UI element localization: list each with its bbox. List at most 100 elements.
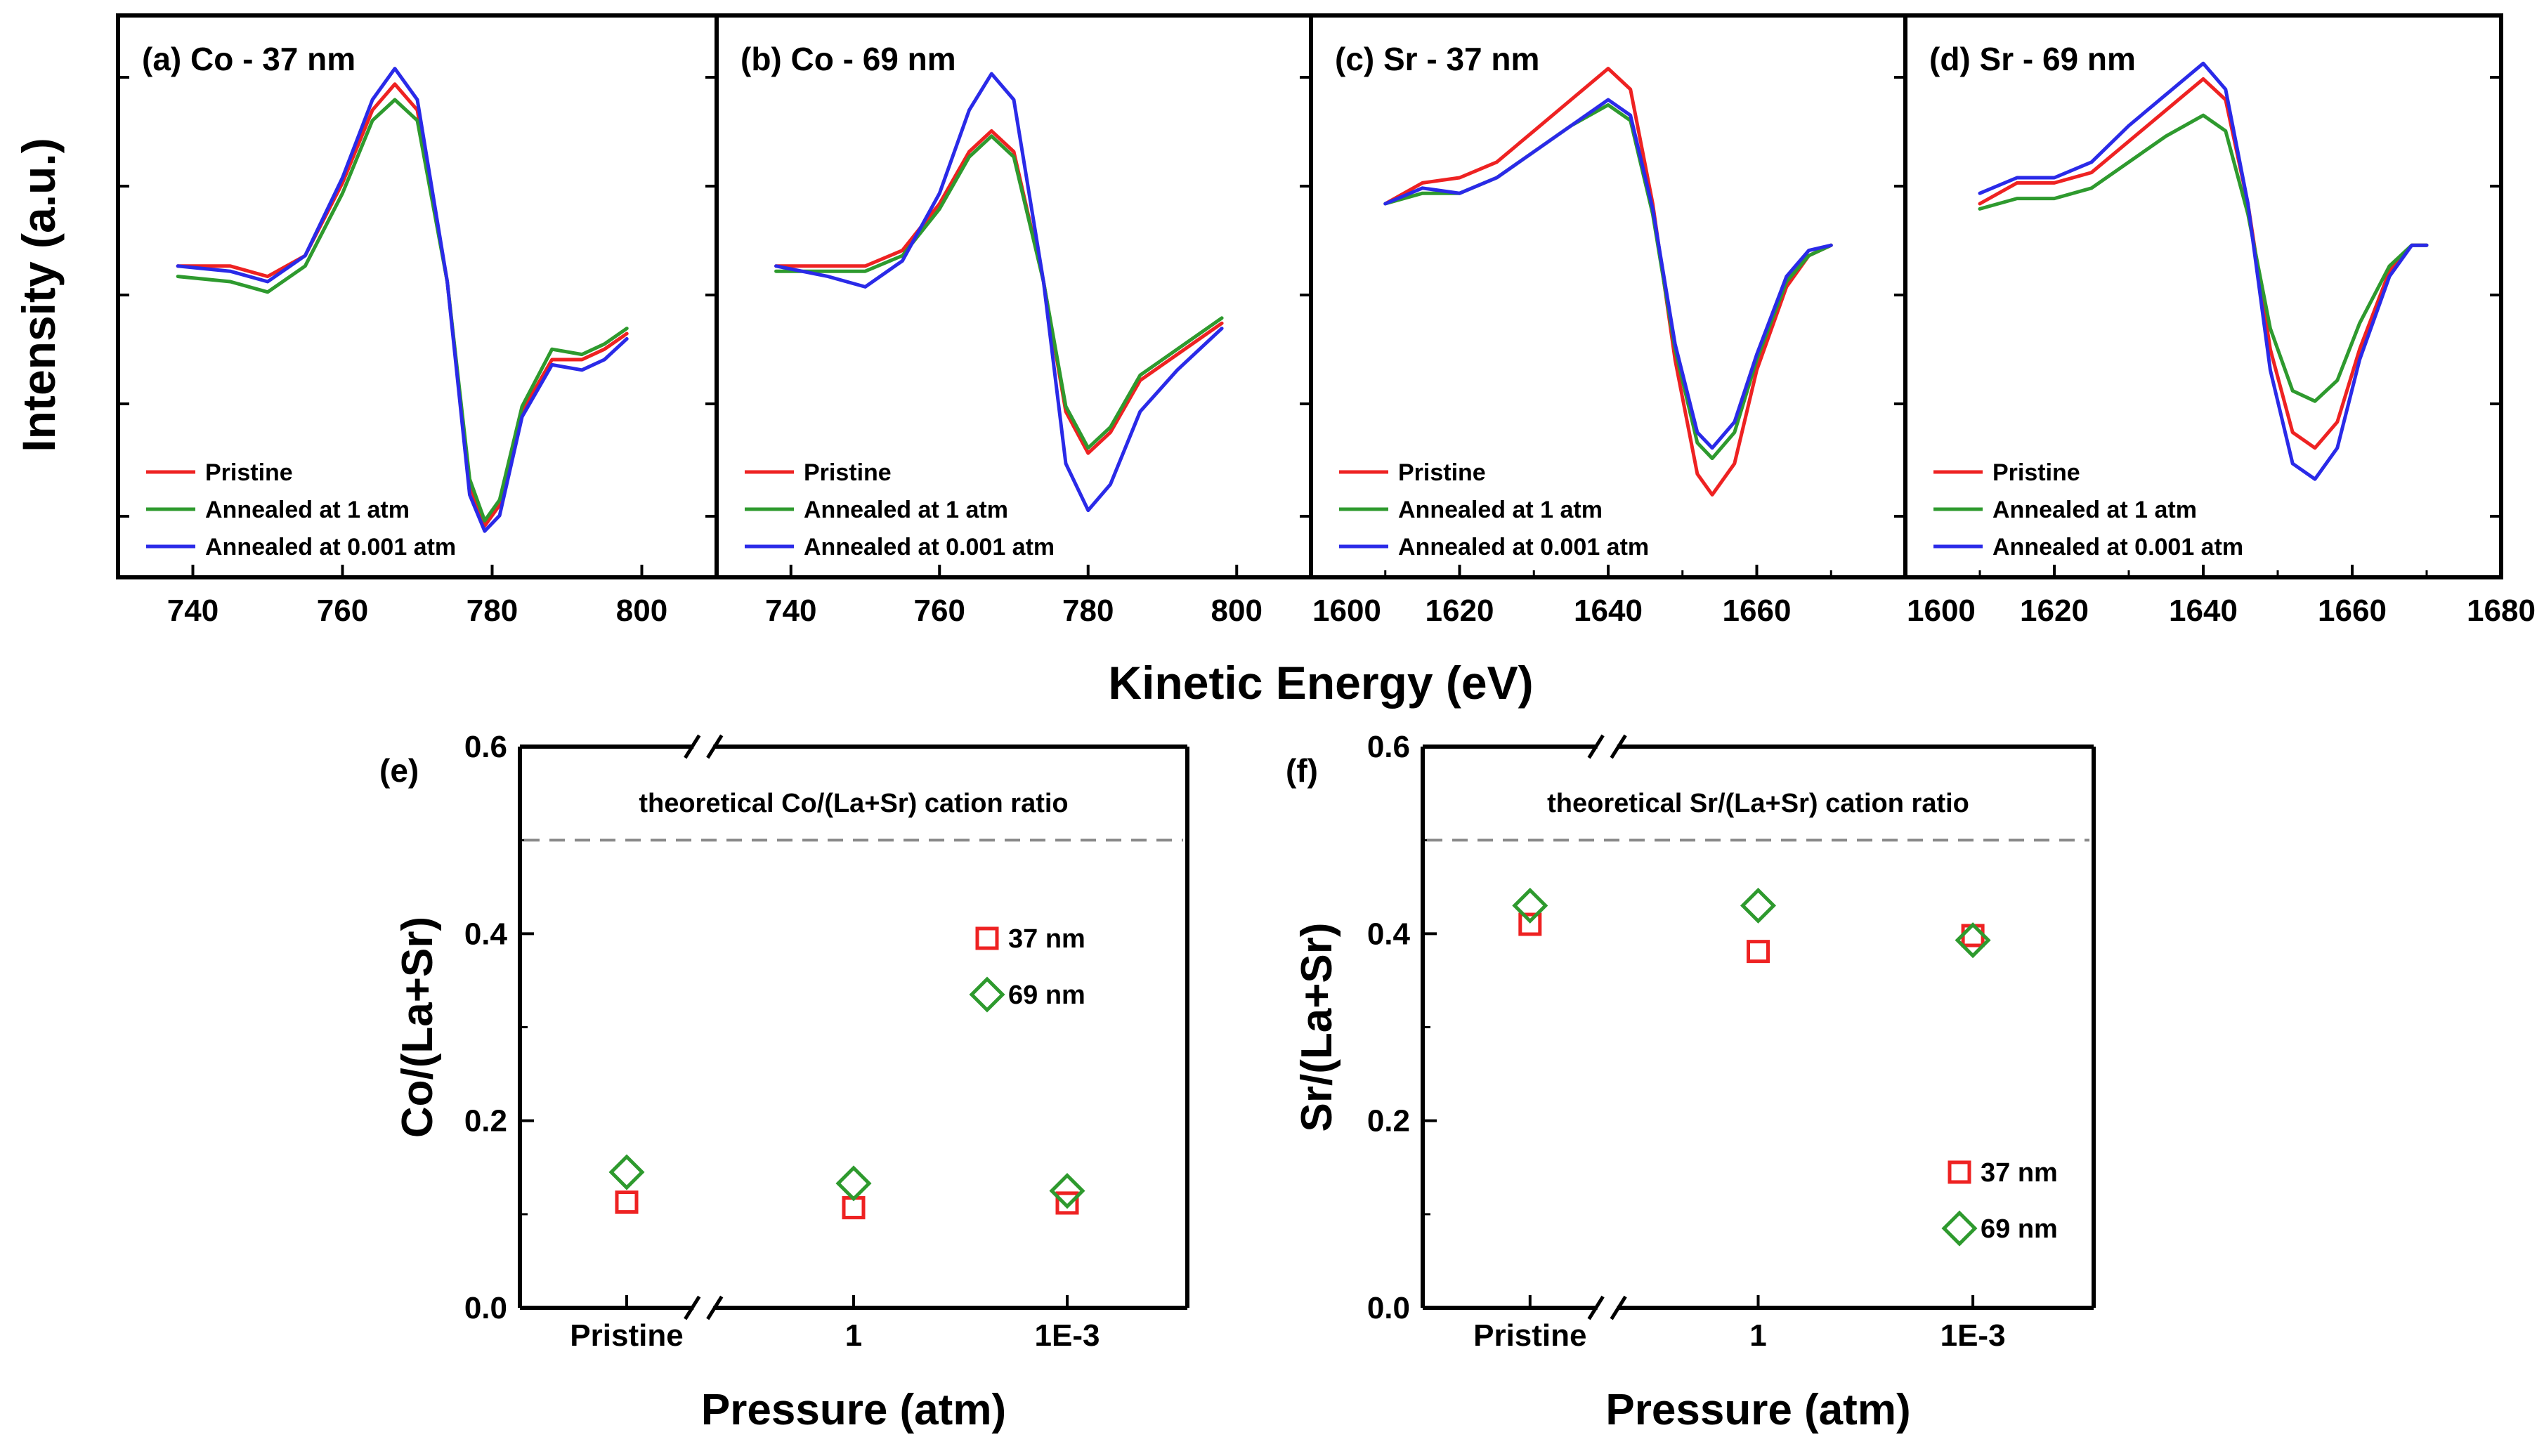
y-tick-label: 0.2 <box>1367 1104 1410 1139</box>
axis-break-mark <box>706 734 724 759</box>
legend-label: Annealed at 1 atm <box>804 497 1008 523</box>
marker-37nm <box>615 1191 639 1214</box>
panel-title: (c) Sr - 37 nm <box>1335 41 1539 77</box>
legend-label: Annealed at 1 atm <box>1398 497 1603 523</box>
legend-label: Pristine <box>205 459 293 486</box>
series-line-annealed-at-0-001-atm <box>1978 61 2429 481</box>
series-line-pristine <box>1383 67 1833 497</box>
y-tick-label: 0.0 <box>464 1291 507 1325</box>
marker-69nm <box>1740 887 1777 924</box>
reference-label: theoretical Co/(La+Sr) cation ratio <box>639 789 1068 818</box>
spectrum-panel-a: 740 760 780 800 (a) Co - 37 nm Pristine Anneal… <box>118 41 717 628</box>
panel-title: (b) Co - 69 nm <box>741 41 956 77</box>
series-line-pristine <box>1978 77 2429 450</box>
legend-label: Annealed at 0.001 atm <box>804 534 1055 560</box>
x-tick-label: 1 <box>1749 1318 1766 1353</box>
legend-label: Pristine <box>1992 459 2080 486</box>
marker-37nm <box>1518 912 1542 936</box>
legend-label: Annealed at 0.001 atm <box>1398 534 1649 560</box>
x-tick-label: 1660 <box>1723 593 1792 628</box>
legend-label: Annealed at 1 atm <box>1992 497 2197 523</box>
series-line-pristine <box>774 129 1224 455</box>
y-tick-label: 0.6 <box>464 730 507 764</box>
legend-marker-37nm <box>1948 1160 1971 1184</box>
reference-label: theoretical Sr/(La+Sr) cation ratio <box>1547 789 1969 818</box>
ratio-chart-e: 0.0 0.2 0.4 0.6 Pristine 1 1E-3 theoretical Co/… <box>379 730 1189 1434</box>
x-tick-label: 1620 <box>1426 593 1494 628</box>
panel-label: (f) <box>1286 752 1318 789</box>
x-tick-label: Pristine <box>570 1318 683 1353</box>
marker-69nm <box>1512 887 1548 924</box>
marker-37nm <box>1961 924 1985 947</box>
x-tick-label: 1 <box>845 1318 862 1353</box>
legend-label: Annealed at 0.001 atm <box>1992 534 2243 560</box>
marker-69nm <box>1049 1173 1085 1209</box>
y-tick-label: 0.4 <box>1367 917 1411 951</box>
legend-label: Annealed at 1 atm <box>205 497 410 523</box>
spectra-row: 740 760 780 800 (a) Co - 37 nm Pristine Anneal… <box>116 13 2536 628</box>
series-line-annealed-at-0-001-atm <box>1383 98 1833 450</box>
marker-69nm <box>608 1154 645 1191</box>
spectrum-panel-d: 1600 1620 1640 1660 1680 (d) Sr - 69 nm Pristi… <box>1903 15 2536 628</box>
x-tick-label: 760 <box>914 593 965 628</box>
series-line-annealed-at-1-atm <box>1383 103 1833 461</box>
series-line-annealed-at-1-atm <box>774 134 1224 450</box>
marker-37nm <box>1747 940 1770 964</box>
legend-label: Annealed at 0.001 atm <box>205 534 456 560</box>
axis-break-mark <box>706 1295 724 1320</box>
axis-break-mark <box>1587 1295 1605 1320</box>
y-axis-title: Co/(La+Sr) <box>393 917 442 1138</box>
x-tick-label: 1E-3 <box>1035 1318 1100 1353</box>
legend-label: 37 nm <box>1981 1158 2058 1188</box>
panel-title: (d) Sr - 69 nm <box>1929 41 2136 77</box>
x-axis-title: Pressure (atm) <box>1605 1386 1910 1434</box>
y-axis-title: Sr/(La+Sr) <box>1293 922 1341 1132</box>
x-tick-label: 1640 <box>2169 593 2238 628</box>
x-tick-label: 760 <box>317 593 368 628</box>
x-tick-label: 740 <box>765 593 816 628</box>
x-tick-label: Pristine <box>1473 1318 1586 1353</box>
ratio-chart-f: 0.0 0.2 0.4 0.6 Pristine 1 1E-3 theoretical Sr/… <box>1286 730 2096 1434</box>
series-line-annealed-at-1-atm <box>176 98 629 523</box>
x-tick-label: 1620 <box>2020 593 2089 628</box>
legend-marker-69nm <box>1941 1210 1978 1247</box>
x-tick-label: 1600 <box>1907 593 1976 628</box>
y-tick-label: 0.0 <box>1367 1291 1410 1325</box>
axis-break-mark <box>1610 1295 1627 1320</box>
marker-69nm <box>835 1165 872 1202</box>
y-tick-label: 0.6 <box>1367 730 1410 764</box>
panel-label: (e) <box>379 752 419 789</box>
axis-break-mark <box>684 1295 701 1320</box>
shared-x-axis-title: Kinetic Energy (eV) <box>1108 657 1533 709</box>
shared-y-axis-title: Intensity (a.u.) <box>13 138 65 452</box>
legend-marker-37nm <box>975 926 999 950</box>
legend-label: 37 nm <box>1008 924 1085 954</box>
x-tick-label: 800 <box>1211 593 1263 628</box>
axis-break-mark <box>1610 734 1627 759</box>
legend-label: Pristine <box>804 459 892 486</box>
x-tick-label: 1680 <box>2467 593 2536 628</box>
series-line-annealed-at-0-001-atm <box>774 72 1224 513</box>
x-tick-label: 780 <box>1062 593 1114 628</box>
x-tick-label: 800 <box>616 593 667 628</box>
x-tick-label: 740 <box>167 593 218 628</box>
series-line-annealed-at-0-001-atm <box>176 67 629 533</box>
x-tick-label: 1E-3 <box>1940 1318 2006 1353</box>
x-axis-title: Pressure (atm) <box>701 1386 1006 1434</box>
ratio-charts: 0.0 0.2 0.4 0.6 Pristine 1 1E-3 theoretical Co/… <box>379 730 2096 1434</box>
legend-label: 69 nm <box>1981 1214 2058 1244</box>
panel-title: (a) Co - 37 nm <box>142 41 355 77</box>
legend-label: Pristine <box>1398 459 1486 486</box>
y-tick-label: 0.4 <box>464 917 508 951</box>
marker-69nm <box>1955 922 1991 959</box>
x-tick-label: 1600 <box>1312 593 1381 628</box>
x-tick-label: 1660 <box>2318 593 2387 628</box>
axis-break-mark <box>1587 734 1605 759</box>
marker-37nm <box>1055 1191 1079 1215</box>
legend-marker-69nm <box>969 976 1005 1013</box>
spectrum-panel-b: 740 760 780 800 (b) Co - 69 nm Pristine Anneal… <box>715 15 1311 628</box>
y-tick-label: 0.2 <box>464 1104 507 1139</box>
spectrum-panel-c: 1600 1620 1640 1660 (c) Sr - 37 nm Pristine An… <box>1309 15 1905 628</box>
x-tick-label: 1640 <box>1574 593 1643 628</box>
